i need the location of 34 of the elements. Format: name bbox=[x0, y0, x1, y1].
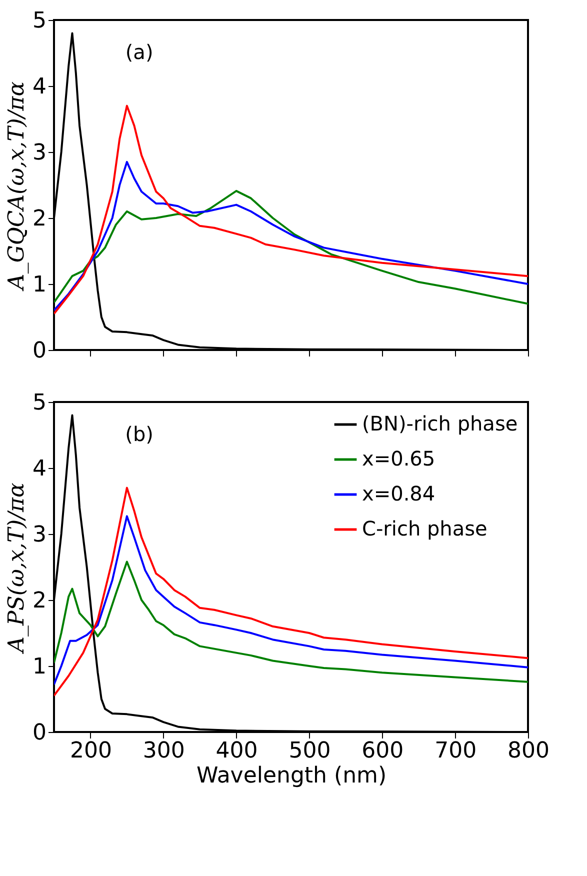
y-tick-label: 2 bbox=[32, 206, 46, 232]
annotation: (a) bbox=[125, 40, 154, 64]
line-series bbox=[54, 104, 528, 315]
x-tick-label: 800 bbox=[508, 738, 550, 764]
line-series bbox=[54, 515, 528, 686]
y-tick-label: 1 bbox=[32, 272, 46, 298]
legend-label: x=0.84 bbox=[362, 482, 436, 506]
line-series bbox=[54, 486, 528, 697]
y-tick-label: 3 bbox=[32, 522, 46, 548]
line-series bbox=[54, 190, 528, 305]
x-tick-label: 600 bbox=[362, 738, 404, 764]
y-tick-label: 5 bbox=[32, 390, 46, 416]
x-tick-label: 300 bbox=[142, 738, 185, 764]
y-tick-label: 0 bbox=[32, 338, 46, 364]
y-tick-label: 4 bbox=[32, 456, 46, 482]
line-series bbox=[54, 560, 528, 683]
y-axis-title: A_PS(ω,x,T)/πα bbox=[4, 482, 30, 654]
legend-label: x=0.65 bbox=[362, 446, 436, 470]
x-tick-label: 700 bbox=[434, 738, 477, 764]
y-tick-label: 1 bbox=[32, 654, 46, 680]
y-axis-title: A_GQCA(ω,x,T)/πα bbox=[4, 81, 30, 292]
x-tick-label: 200 bbox=[70, 738, 112, 764]
x-tick-label: 500 bbox=[288, 738, 331, 764]
x-tick-label: 400 bbox=[216, 738, 258, 764]
line-series bbox=[54, 160, 528, 312]
y-tick-label: 5 bbox=[32, 8, 46, 34]
y-tick-label: 4 bbox=[32, 74, 46, 100]
legend-label: C-rich phase bbox=[362, 516, 488, 540]
y-tick-label: 3 bbox=[32, 140, 46, 166]
x-axis-title: Wavelength (nm) bbox=[196, 764, 387, 788]
y-tick-label: 2 bbox=[32, 588, 46, 614]
legend-label: (BN)-rich phase bbox=[362, 412, 518, 436]
annotation: (b) bbox=[125, 422, 154, 446]
y-tick-label: 0 bbox=[32, 720, 46, 746]
